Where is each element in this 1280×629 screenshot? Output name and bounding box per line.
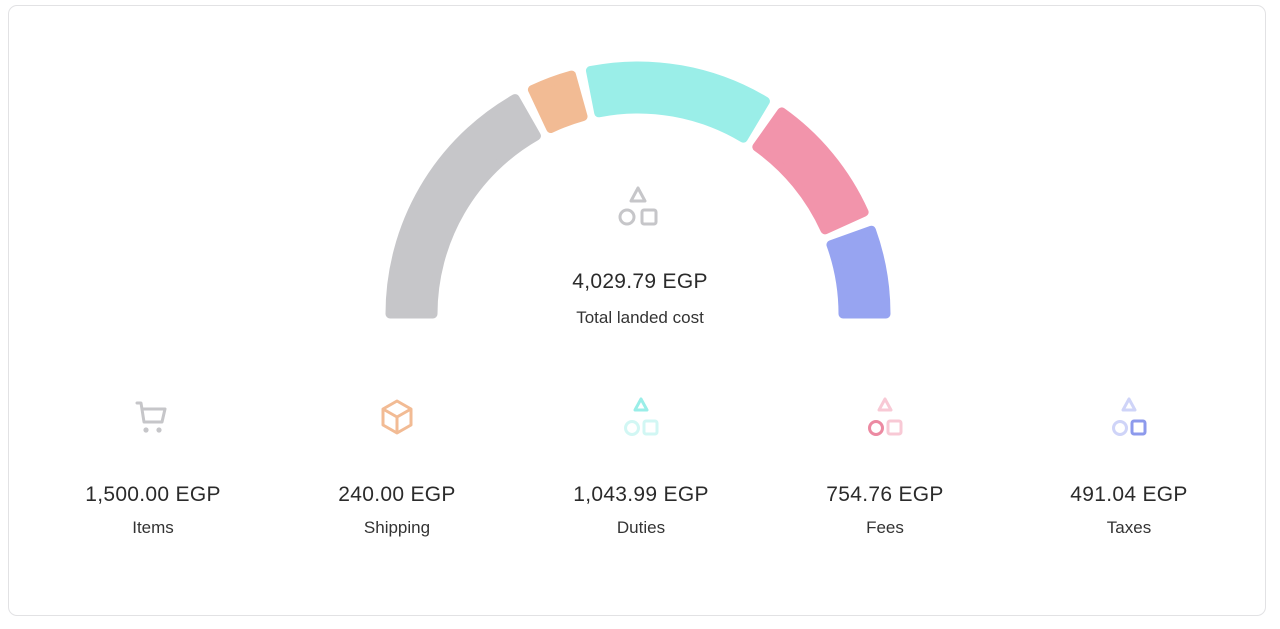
breakdown-shipping: 240.00 EGP Shipping [277, 395, 517, 538]
taxes-value: 491.04 EGP [1070, 483, 1188, 506]
shipping-label: Shipping [363, 518, 431, 537]
gauge-segment-fees [752, 107, 869, 235]
breakdown-items: 1,500.00 EGP Items [33, 395, 273, 538]
taxes-label: Taxes [1106, 518, 1152, 537]
landed-cost-card [8, 5, 1266, 616]
shapes-triangle-icon [624, 397, 659, 436]
breakdown-duties: 1,043.99 EGP Duties [521, 395, 761, 538]
shapes-square-icon [1112, 397, 1147, 436]
gauge-segment-taxes [826, 225, 891, 319]
gauge-segment-duties [585, 61, 770, 143]
shapes-icon [618, 186, 658, 226]
total-label: Total landed cost [576, 308, 704, 327]
gauge-segment-items [385, 94, 541, 319]
box-icon [381, 399, 413, 435]
shipping-value: 240.00 EGP [338, 483, 456, 506]
breakdown-taxes: 491.04 EGP Taxes [1009, 395, 1249, 538]
duties-label: Duties [616, 518, 666, 537]
total-value: 4,029.79 EGP [572, 270, 708, 293]
fees-label: Fees [866, 518, 904, 537]
items-label: Items [132, 518, 174, 537]
items-value: 1,500.00 EGP [85, 483, 221, 506]
cart-icon [135, 401, 167, 433]
fees-value: 754.76 EGP [826, 483, 944, 506]
breakdown-fees: 754.76 EGP Fees [765, 395, 1005, 538]
shapes-circle-icon [868, 397, 903, 436]
duties-value: 1,043.99 EGP [573, 483, 709, 506]
gauge-segment-shipping [527, 70, 588, 134]
